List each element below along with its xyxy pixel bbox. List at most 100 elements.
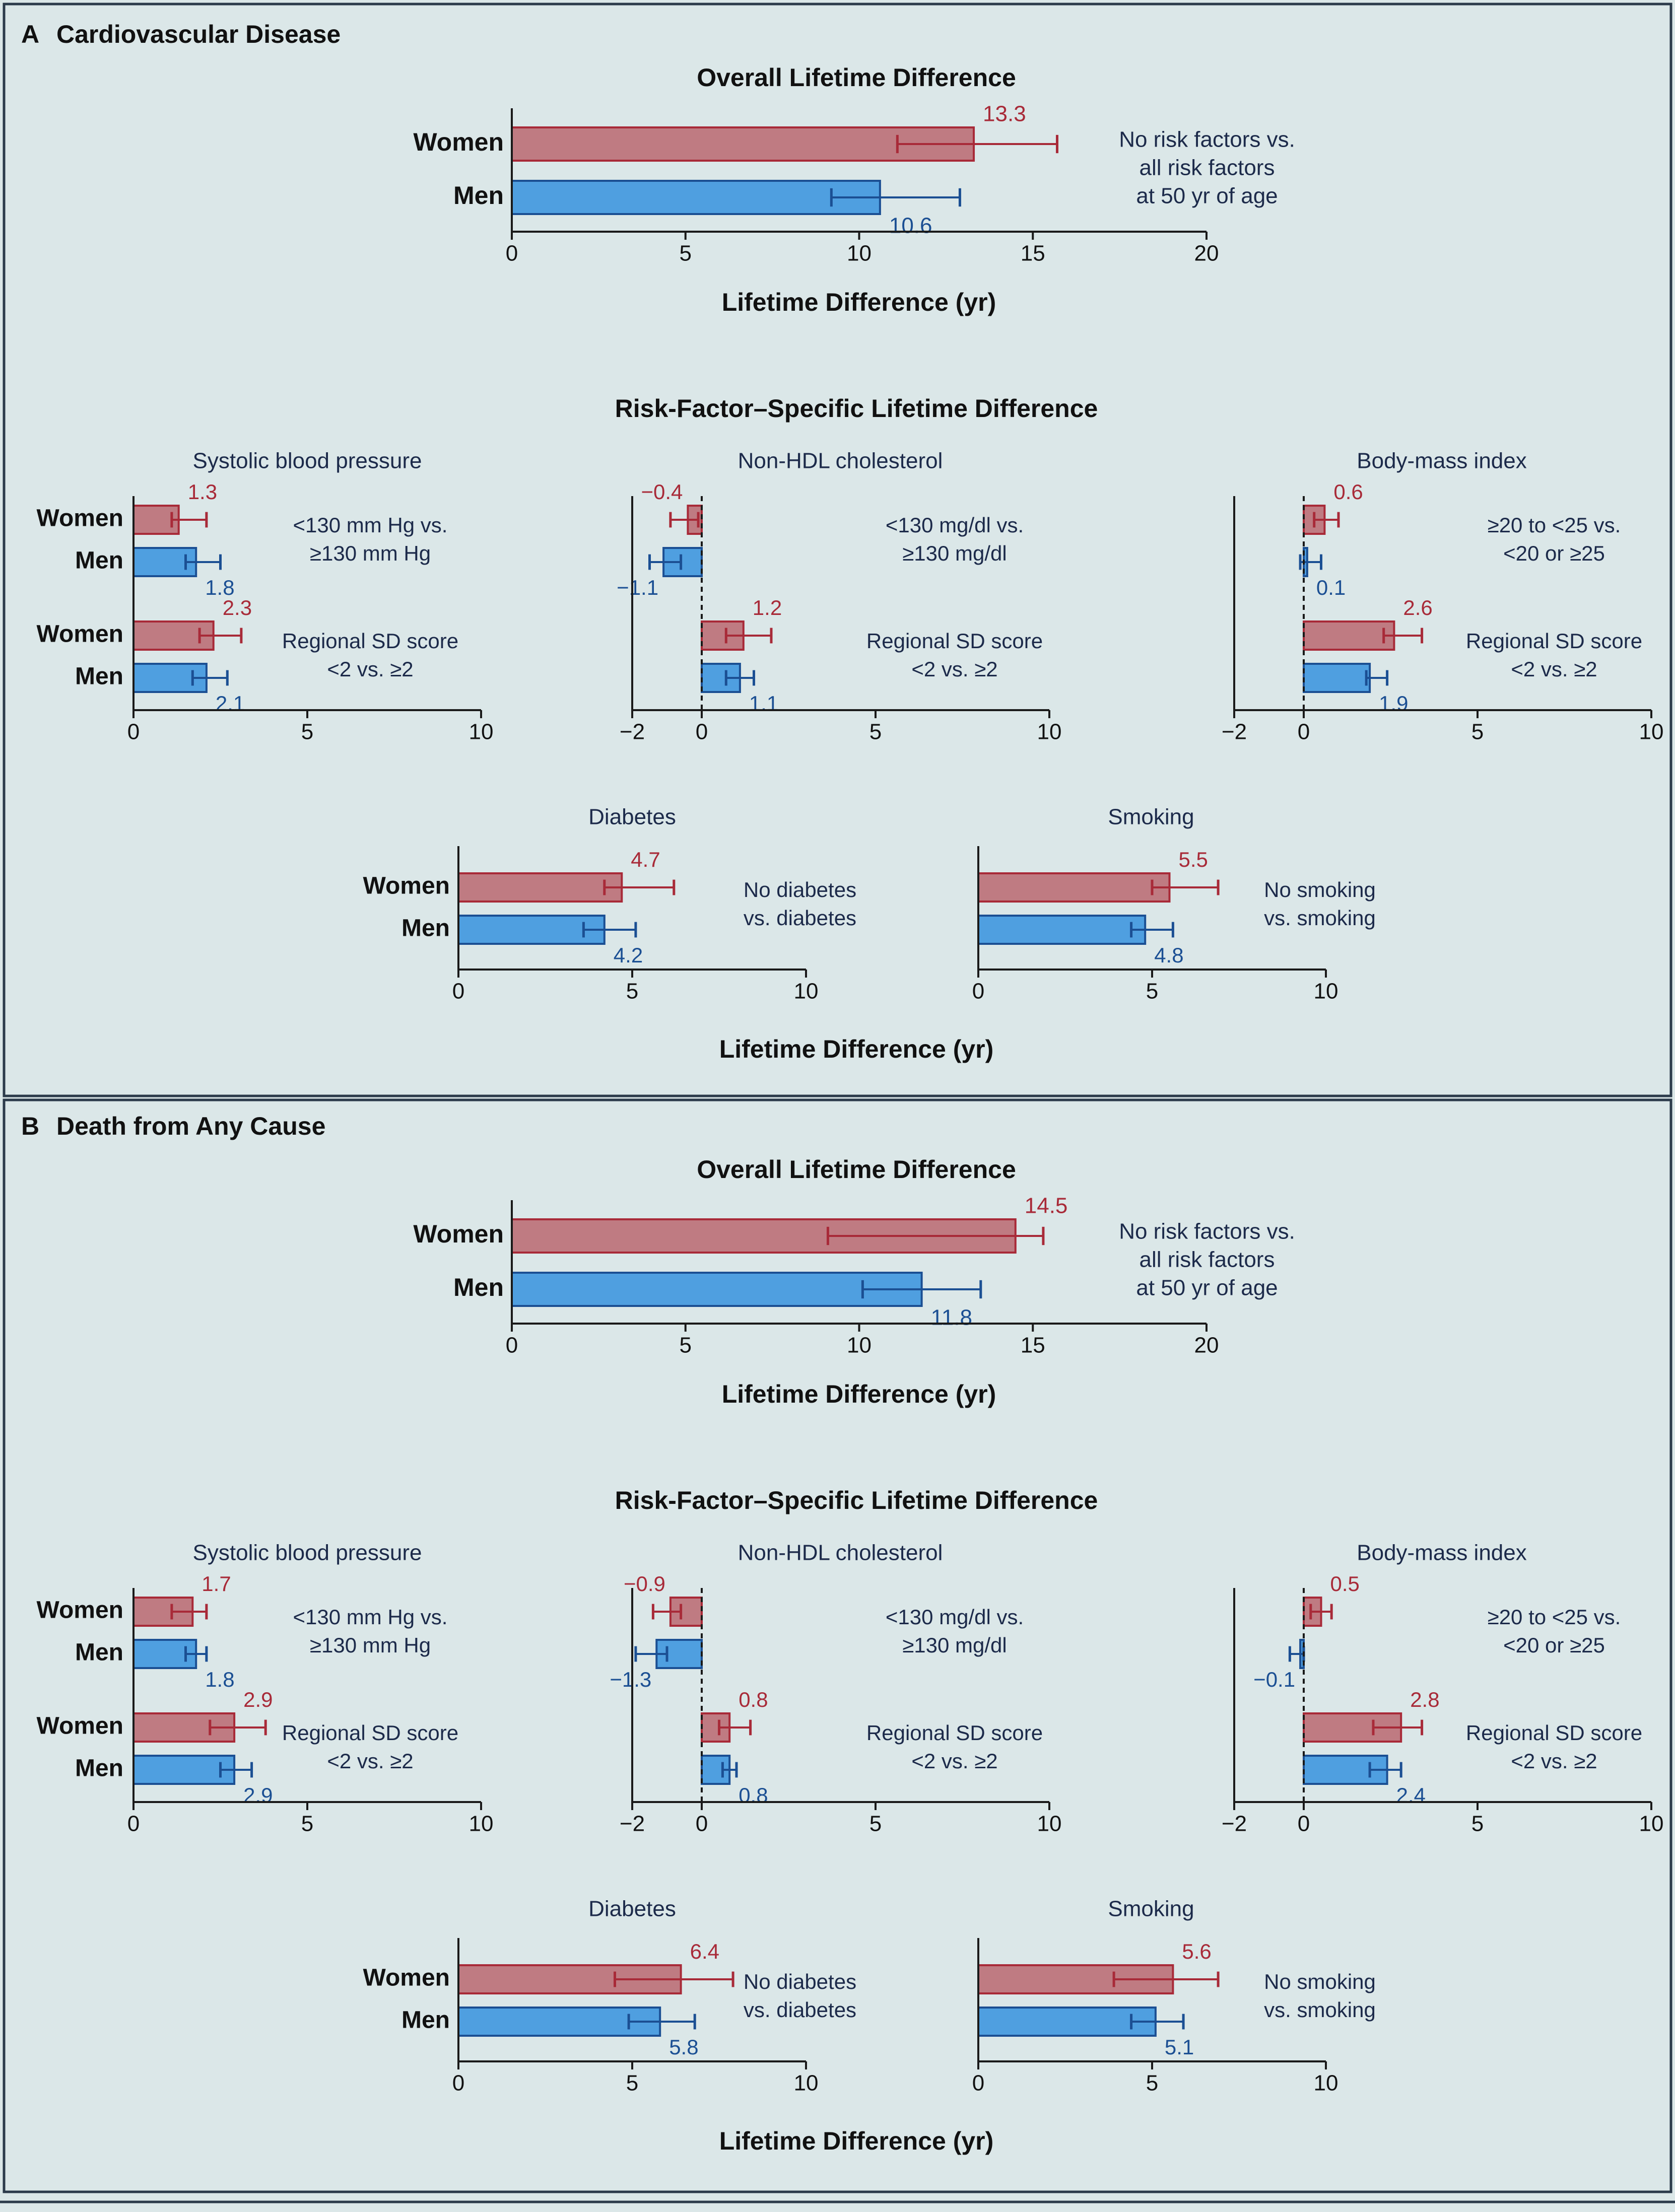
x-tick-label: −2 bbox=[620, 1812, 645, 1836]
value-label-women: 5.5 bbox=[1179, 848, 1208, 871]
x-tick-label: 5 bbox=[869, 720, 882, 744]
x-tick-label: 0 bbox=[972, 979, 984, 1004]
x-tick-label: 10 bbox=[847, 241, 872, 266]
panel-b: B Death from Any Cause Overall Lifetime Di… bbox=[21, 1112, 1663, 2155]
annotation-line: ≥20 to <25 vs. bbox=[1488, 513, 1621, 537]
annotation-line: <2 vs. ≥2 bbox=[327, 657, 413, 681]
shared-xlabel: Lifetime Difference (yr) bbox=[719, 1035, 994, 1063]
x-tick-label: 0 bbox=[696, 1812, 708, 1836]
x-tick-label: 5 bbox=[626, 979, 638, 1004]
x-tick-label: 0 bbox=[127, 1812, 140, 1836]
specific-chart-title: Body-mass index bbox=[1357, 1541, 1526, 1565]
annotation-line: vs. diabetes bbox=[744, 1998, 856, 2022]
annotation-line: No diabetes bbox=[744, 1970, 856, 1993]
value-label-men: 4.8 bbox=[1154, 943, 1183, 967]
panel-a: A Cardiovascular Disease Overall Lifetime … bbox=[21, 20, 1663, 1063]
x-tick-label: 0 bbox=[506, 241, 518, 266]
x-tick-label: 10 bbox=[847, 1333, 872, 1358]
value-label-women: 5.6 bbox=[1182, 1940, 1211, 1963]
value-label-women: 14.5 bbox=[1025, 1194, 1068, 1218]
annotation-line: vs. smoking bbox=[1264, 906, 1376, 930]
x-tick-label: 5 bbox=[1146, 2071, 1158, 2096]
value-label-women: 0.5 bbox=[1330, 1572, 1360, 1596]
annotation-line: <2 vs. ≥2 bbox=[1511, 1749, 1597, 1773]
row-label-women: Women bbox=[37, 621, 123, 648]
annotation-line: <2 vs. ≥2 bbox=[911, 657, 997, 681]
annotation-line: <20 or ≥25 bbox=[1503, 541, 1605, 565]
x-tick-label: −2 bbox=[1222, 1812, 1247, 1836]
annotation-line: <130 mm Hg vs. bbox=[293, 513, 448, 537]
annotation-line: <130 mm Hg vs. bbox=[293, 1605, 448, 1629]
value-label-men: 0.8 bbox=[739, 1783, 768, 1807]
row-label-men: Men bbox=[453, 181, 504, 210]
x-tick-label: 10 bbox=[794, 979, 819, 1004]
x-tick-label: 15 bbox=[1021, 1333, 1045, 1358]
panel-letter: B bbox=[21, 1112, 39, 1140]
annotation-line: vs. diabetes bbox=[744, 906, 856, 930]
bar-men bbox=[511, 1272, 923, 1307]
x-tick-label: 0 bbox=[506, 1333, 518, 1358]
value-label-men: 11.8 bbox=[931, 1305, 972, 1330]
specific-chart-2: Non-HDL cholesterol −0.4 −1.1 1.2 1.1 −2 0 5 10 <… bbox=[617, 449, 1061, 744]
annotation-line: Regional SD score bbox=[1466, 1721, 1642, 1745]
value-label-women: 2.3 bbox=[223, 596, 252, 619]
annotation-line: all risk factors bbox=[1140, 1248, 1275, 1272]
annotation-line: ≥130 mm Hg bbox=[310, 541, 431, 565]
specific-chart-1: Systolic blood pressure 1.7 Women 1.8 Men 2.9… bbox=[37, 1541, 494, 1836]
x-tick-label: 5 bbox=[626, 2071, 638, 2096]
x-tick-label: 0 bbox=[1298, 720, 1310, 744]
annotation-line: <130 mg/dl vs. bbox=[886, 1605, 1024, 1629]
specific-chart-title: Smoking bbox=[1108, 805, 1194, 830]
bar-women bbox=[511, 1218, 1017, 1254]
specific-chart-title: Systolic blood pressure bbox=[193, 449, 422, 473]
x-tick-label: 0 bbox=[452, 979, 464, 1004]
x-tick-label: −2 bbox=[620, 720, 645, 744]
value-label-women: 1.3 bbox=[188, 480, 217, 504]
annotation-line: ≥20 to <25 vs. bbox=[1488, 1605, 1621, 1629]
row-label-men: Men bbox=[453, 1273, 504, 1301]
annotation-line: No diabetes bbox=[744, 878, 856, 902]
value-label-women: 1.2 bbox=[753, 596, 782, 619]
specific-chart-title: Non-HDL cholesterol bbox=[738, 449, 943, 473]
row-label-women: Women bbox=[363, 873, 450, 900]
specific-chart-5: Smoking 5.5 4.8 0 5 10 No smoking vs. smoking bbox=[972, 805, 1376, 1004]
x-tick-label: 5 bbox=[680, 1333, 692, 1358]
x-tick-label: 10 bbox=[1639, 1812, 1664, 1836]
x-tick-label: 10 bbox=[1037, 720, 1062, 744]
annotation-line: all risk factors bbox=[1140, 156, 1275, 180]
annotation-line: Regional SD score bbox=[866, 629, 1043, 653]
panel-letter: A bbox=[21, 20, 39, 48]
annotation-line: Regional SD score bbox=[866, 1721, 1043, 1745]
x-tick-label: 10 bbox=[1037, 1812, 1062, 1836]
x-tick-label: 5 bbox=[301, 720, 313, 744]
x-tick-label: −2 bbox=[1222, 720, 1247, 744]
x-tick-label: 20 bbox=[1194, 1333, 1219, 1358]
value-label-women: 2.6 bbox=[1403, 596, 1432, 619]
specific-chart-5: Smoking 5.6 5.1 0 5 10 No smoking vs. smoking bbox=[972, 1897, 1376, 2096]
annotation-line: ≥130 mm Hg bbox=[310, 1633, 431, 1657]
specific-chart-title: Diabetes bbox=[588, 1897, 676, 1921]
x-tick-label: 0 bbox=[1298, 1812, 1310, 1836]
annotation-line: <2 vs. ≥2 bbox=[327, 1749, 413, 1773]
row-label-women: Women bbox=[37, 1597, 123, 1624]
row-label-women: Women bbox=[37, 505, 123, 532]
specific-chart-4: Diabetes 6.4 Women 5.8 Men 0 5 10 No diabetes vs.… bbox=[363, 1897, 857, 2096]
annotation-line: Regional SD score bbox=[282, 1721, 458, 1745]
annotation-line: ≥130 mg/dl bbox=[902, 1633, 1007, 1657]
x-tick-label: 5 bbox=[1146, 979, 1158, 1004]
specific-chart-title: Non-HDL cholesterol bbox=[738, 1541, 943, 1565]
value-label-women: 6.4 bbox=[690, 1940, 719, 1963]
row-label-men: Men bbox=[401, 915, 450, 942]
annotation-line: vs. smoking bbox=[1264, 1998, 1376, 2022]
bar-women bbox=[1303, 620, 1395, 651]
value-label-men: −1.3 bbox=[610, 1668, 651, 1691]
annotation-line: <20 or ≥25 bbox=[1503, 1633, 1605, 1657]
value-label-men: 2.4 bbox=[1396, 1783, 1426, 1807]
value-label-men: 2.1 bbox=[216, 692, 245, 715]
annotation-line: <2 vs. ≥2 bbox=[911, 1749, 997, 1773]
x-tick-label: 10 bbox=[794, 2071, 819, 2096]
row-label-men: Men bbox=[75, 1639, 123, 1666]
specific-chart-2: Non-HDL cholesterol −0.9 −1.3 0.8 0.8 −2 0 5 10 <… bbox=[610, 1541, 1061, 1836]
overall-xlabel: Lifetime Difference (yr) bbox=[722, 288, 996, 316]
